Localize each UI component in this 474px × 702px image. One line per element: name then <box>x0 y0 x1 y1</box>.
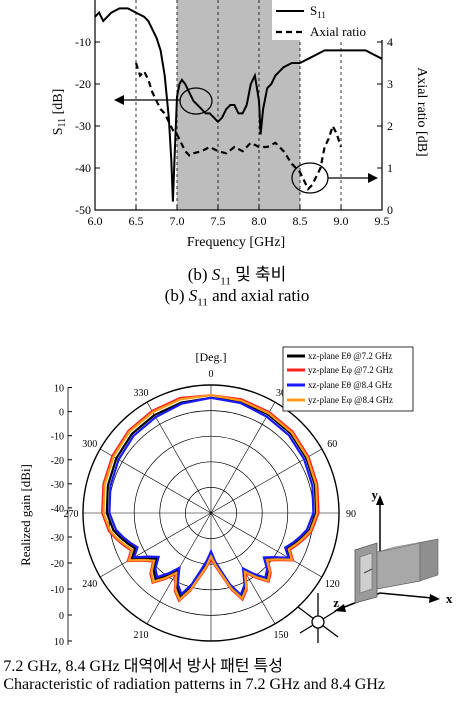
radial-tick-label: -10 <box>51 585 64 596</box>
left-y-tick-label: -30 <box>75 119 91 133</box>
radial-tick-label: 10 <box>54 637 64 645</box>
s11-annotation-circle <box>179 87 213 115</box>
x-tick-label: 7.0 <box>170 214 185 228</box>
polar-labels: 0306090120150180210240270300330100-10-20… <box>51 369 356 645</box>
angle-tick-label: 0 <box>209 369 214 380</box>
legend-xz-8.4: xz-plane Eθ @8.4 GHz <box>308 380 392 390</box>
radial-tick-label: -30 <box>51 480 64 491</box>
angle-tick-label: 240 <box>82 579 97 590</box>
radial-tick-label: 0 <box>59 611 64 622</box>
pattern-curve-2 <box>108 396 315 597</box>
radial-tick-label: 0 <box>59 408 64 419</box>
radial-tick-label: -20 <box>51 559 64 570</box>
x-tick-label: 8.5 <box>293 214 308 228</box>
right-y-tick-label: 1 <box>387 161 393 175</box>
radial-tick-label: -40 <box>51 504 64 515</box>
right-y-tick-label: 3 <box>387 77 393 91</box>
polar-spoke <box>146 401 212 514</box>
x-tick-label: 9.0 <box>334 214 349 228</box>
angle-tick-label: 30 <box>276 388 286 399</box>
angle-tick-label: 210 <box>134 630 149 641</box>
polar-spoke <box>210 512 323 578</box>
angle-tick-label: 270 <box>64 509 79 520</box>
polar-legend: xz-plane Eθ @7.2 GHz yz-plane Eφ @7.2 GH… <box>282 346 414 412</box>
axis-ticks: 6.0 6.5 7.0 7.5 8.0 8.5 9.0 9.5 -50 -40 -30 -20 -10 0… <box>75 35 393 228</box>
right-y-tick-label: 0 <box>387 203 393 217</box>
arrow-head-left <box>114 95 124 105</box>
left-y-tick-label: -10 <box>75 35 91 49</box>
legend-yz-7.2: yz-plane Eφ @7.2 GHz <box>308 365 393 375</box>
legend-label-axial-ratio: Axial ratio <box>310 24 366 39</box>
radial-tick-label: -20 <box>51 456 64 467</box>
legend-yz-8.4: yz-plane Eφ @8.4 GHz <box>308 395 393 405</box>
x-tick-label: 6.0 <box>88 214 103 228</box>
angle-tick-label: 150 <box>274 630 289 641</box>
legend-xz-7.2: xz-plane Eθ @7.2 GHz <box>308 351 392 361</box>
legend-box <box>272 0 384 40</box>
left-y-axis-label: S11 [dB] <box>51 89 68 136</box>
right-y-axis-label: Axial ratio [dB] <box>414 67 429 156</box>
radial-tick-label: 10 <box>54 384 64 395</box>
left-y-tick-label: -50 <box>75 203 91 217</box>
radial-tick-label: -10 <box>51 432 64 443</box>
figure-caption-c-korean: ) 7.2 GHz, 8.4 GHz 대역에서 방사 패턴 특성 <box>0 658 283 675</box>
polar-spoke <box>210 448 323 514</box>
angle-tick-label: 60 <box>327 439 337 450</box>
diagram-x-axis-label: x <box>446 591 453 606</box>
x-tick-label: 6.5 <box>129 214 144 228</box>
right-y-tick-label: 2 <box>387 119 393 133</box>
figure-caption-b-korean: (b) S11 및 축비 <box>187 265 287 288</box>
left-y-tick-label: -20 <box>75 77 91 91</box>
pattern-curve-3 <box>102 394 319 602</box>
pattern-curves <box>101 394 320 603</box>
angle-tick-label: 120 <box>325 579 340 590</box>
radial-axis-label: Realized gain [dBi] <box>18 464 33 566</box>
x-tick-label: 7.5 <box>211 214 226 228</box>
polar-spoke <box>210 401 276 514</box>
angle-tick-label: 330 <box>134 388 149 399</box>
arrow-head-right <box>368 173 378 183</box>
s11-curve <box>94 7 383 202</box>
coordinate-symbol <box>297 593 339 643</box>
figure-caption-b-english: (b) S11 and axial ratio <box>164 286 310 309</box>
figure-caption-c-english: ) Characteristic of radiation patterns i… <box>0 676 385 693</box>
left-y-tick-label: -40 <box>75 161 91 175</box>
x-tick-label: 9.5 <box>375 214 390 228</box>
x-axis-label: Frequency [GHz] <box>187 235 285 250</box>
angle-tick-label: 300 <box>82 439 97 450</box>
radiation-pattern-polar-chart: 0306090120150180210240270300330100-10-20… <box>18 346 453 645</box>
diagram-z-axis-label: z <box>333 595 339 610</box>
x-tick-label: 8.0 <box>252 214 267 228</box>
axial-ratio-curve <box>134 62 343 191</box>
radial-tick-label: -30 <box>51 533 64 544</box>
angle-tick-label: 90 <box>346 509 356 520</box>
right-y-tick-label: 4 <box>387 35 393 49</box>
angle-unit-label: [Deg.] <box>196 350 227 364</box>
polar-spoke <box>99 512 212 578</box>
antenna-diagram: y x z <box>333 487 453 612</box>
diagram-y-axis-label: y <box>372 487 379 502</box>
s11-axial-ratio-chart: 6.0 6.5 7.0 7.5 8.0 8.5 9.0 9.5 -50 -40 -30 -20 -10 0… <box>51 0 429 250</box>
plot-frame <box>94 0 383 211</box>
